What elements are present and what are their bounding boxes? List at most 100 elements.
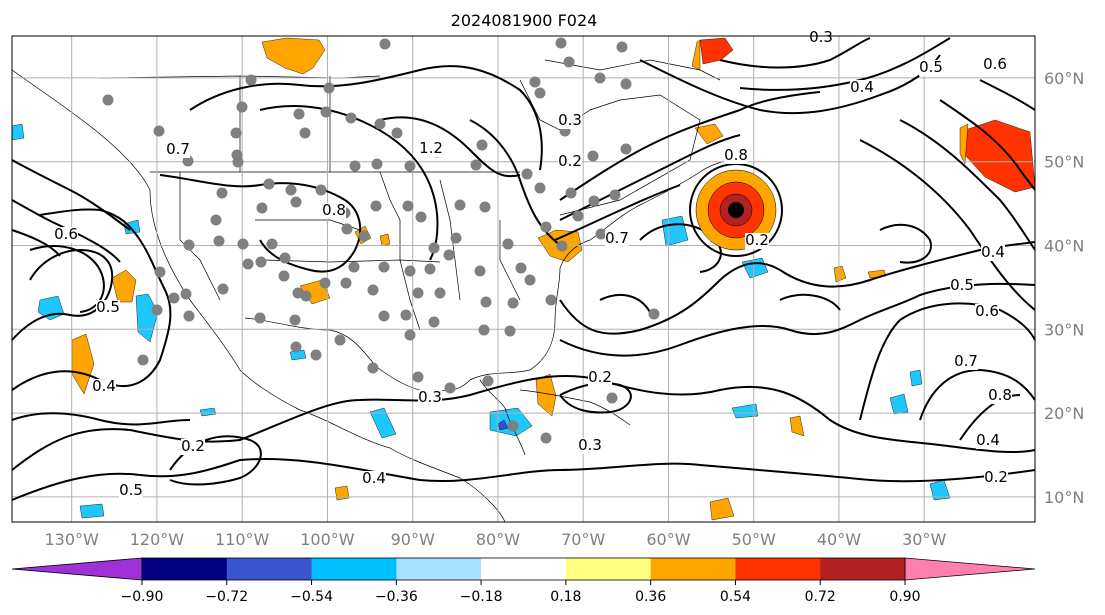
station-dot [378,310,390,322]
station-dot [474,265,486,277]
colorbar-swatch [481,558,567,580]
colorbar-swatch [650,558,736,580]
station-dot [230,127,242,139]
station-dot [310,349,322,361]
station-dot [217,283,229,295]
station-dot [415,211,427,223]
contour-label: 0.3 [418,388,442,406]
station-dot [480,296,492,308]
station-dot [151,304,163,316]
station-dot [556,240,568,252]
station-dot [340,277,352,289]
station-dot [279,252,291,264]
station-dot [563,56,575,68]
coastlines [11,59,731,523]
contour-label-bg [92,379,116,395]
contour-label: 0.5 [950,276,974,294]
lon-tick-label: 130°W [44,530,99,549]
lat-tick-label: 50°N [1044,153,1084,172]
station-dot [379,38,391,50]
station-dot [620,78,632,90]
colorbar-swatch [311,558,397,580]
station-dot [609,189,621,201]
colorbar-swatch [226,558,313,580]
contour-label-bg [983,57,1007,73]
station-dot [412,287,424,299]
contour-label: 0.5 [96,298,120,316]
station-dot [502,238,514,250]
contour-label: 0.4 [362,469,386,487]
contour-label: 0.7 [605,229,629,247]
colorbar-tick-label: −0.18 [460,589,503,605]
station-dot [341,223,353,235]
station-dot [348,261,360,273]
station-dot [216,187,228,199]
colorbar-min-arrow [11,557,143,581]
low-center-shading [695,169,777,251]
station-dot [540,432,552,444]
station-dot [371,158,383,170]
lat-tick-label: 20°N [1044,404,1084,423]
contour-label-bg [419,141,443,157]
station-dot [255,256,267,268]
station-dot [534,182,546,194]
station-dot [555,37,567,49]
lat-tick-label: 60°N [1044,69,1084,88]
station-dot [454,199,466,211]
contour-label-bg [588,370,612,386]
station-dot [349,160,361,172]
colorbar-tick-label: −0.54 [290,589,333,605]
map-frame [11,35,1036,523]
station-dot [521,168,533,180]
contour-label-bg [850,80,874,96]
contour-label-bg [988,388,1012,404]
station-dot [210,214,222,226]
contour-label-bg [54,227,78,243]
lat-axis: 60°N 50°N 40°N 30°N 20°N 10°N [1044,69,1084,507]
station-dot [263,178,275,190]
contour-label-bg [119,483,143,499]
contour-label: 0.4 [850,78,874,96]
station-dot [236,101,248,113]
contour-label: 1.2 [419,139,443,157]
station-dot [545,294,557,306]
station-dot [504,325,516,337]
contour-label: 0.5 [919,58,943,76]
contour-label-bg [950,278,974,294]
station-dot [153,125,165,137]
station-dot [183,239,195,251]
station-dot [334,334,346,346]
station-dot [232,156,244,168]
station-dot [534,87,546,99]
station-dot [183,310,195,322]
contour-label: 0.3 [809,28,833,46]
figure-title: 2024081900 F024 [451,11,598,30]
station-dot [315,184,327,196]
colorbar-swatch [142,558,228,580]
station-dot [428,242,440,254]
station-dot [529,76,541,88]
station-dot [428,316,440,328]
contour-label: 0.7 [954,352,978,370]
low-center-marker [728,202,744,218]
colorbar-swatch [820,558,906,580]
station-dot [237,238,249,250]
contour-label: 0.8 [322,201,346,219]
station-dot [404,329,416,341]
colorbar-tick-label: 0.90 [889,589,920,605]
colorbar-tick-label: 0.54 [720,589,751,605]
station-dot [378,261,390,273]
station-dot [412,371,424,383]
station-dot [404,160,416,172]
station-dot [476,139,488,151]
station-dot [540,221,552,233]
station-dot [594,72,606,84]
station-dot [358,230,370,242]
station-dot [478,324,490,336]
lon-tick-label: 50°W [732,530,776,549]
contour-label-bg [745,233,769,249]
contour-label-bg [975,304,999,320]
lat-tick-label: 40°N [1044,236,1084,255]
station-dot [320,106,332,118]
station-dot [444,382,456,394]
